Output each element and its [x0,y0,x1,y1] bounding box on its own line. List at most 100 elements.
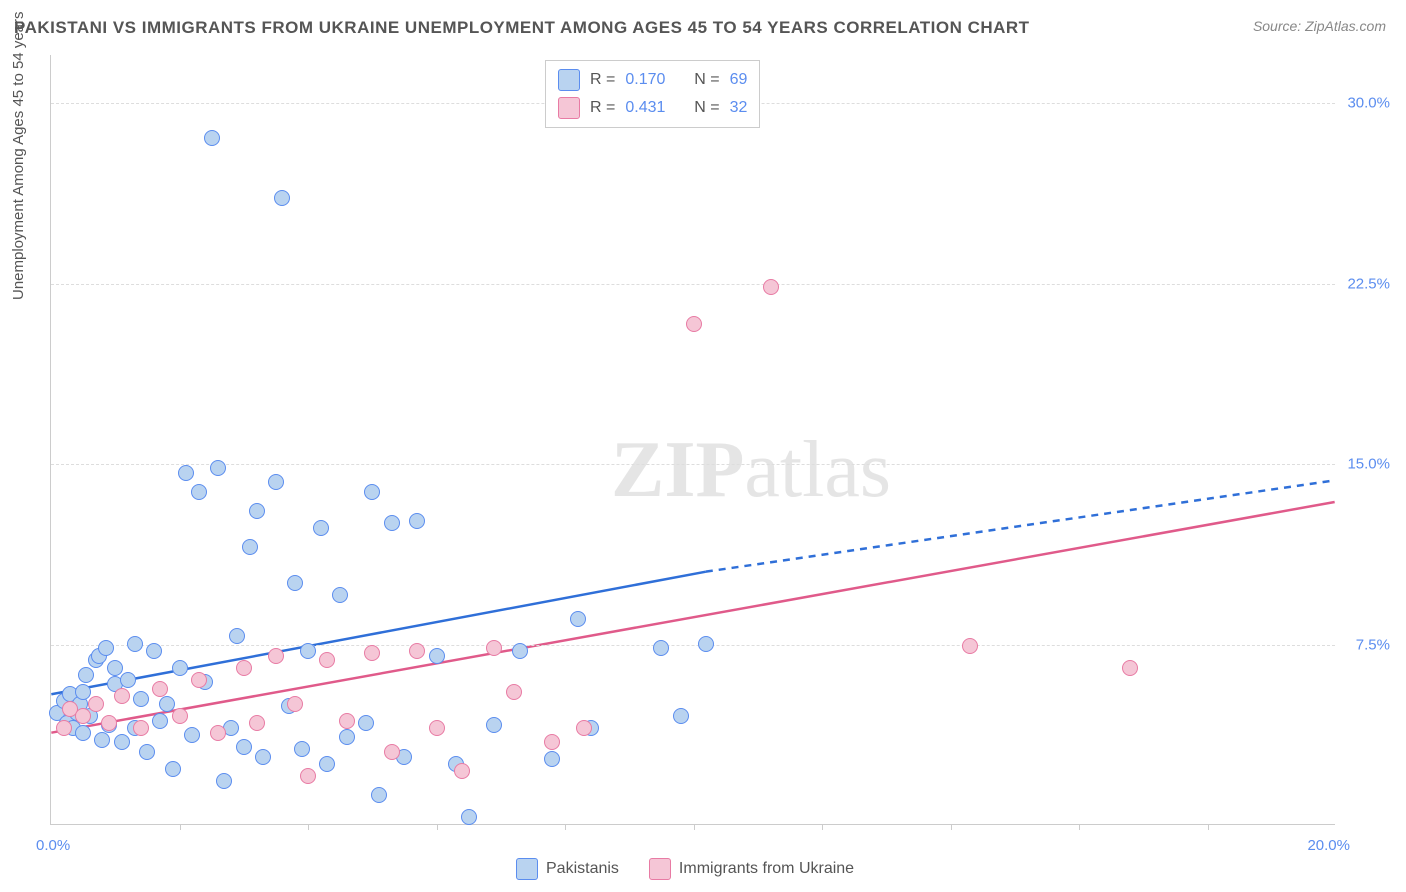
x-tick [1208,824,1209,830]
data-point [204,130,220,146]
data-point [249,503,265,519]
data-point [75,725,91,741]
data-point [159,696,175,712]
data-point [673,708,689,724]
data-point [75,708,91,724]
data-point [94,732,110,748]
gridline [51,284,1335,285]
data-point [358,715,374,731]
data-point [120,672,136,688]
data-point [133,720,149,736]
data-point [184,727,200,743]
data-point [56,720,72,736]
legend-label: Immigrants from Ukraine [679,860,854,878]
legend-swatch-ukraine [649,858,671,880]
data-point [429,720,445,736]
swatch-pakistanis [558,69,580,91]
x-axis-max-label: 20.0% [1307,837,1350,854]
source-attribution: Source: ZipAtlas.com [1253,18,1386,34]
stats-row-pakistanis: R = 0.170 N = 69 [558,66,747,94]
data-point [319,652,335,668]
data-point [152,713,168,729]
x-tick [822,824,823,830]
data-point [461,809,477,825]
data-point [409,643,425,659]
scatter-plot-area: ZIPatlas 7.5%15.0%22.5%30.0%0.0%20.0% [50,55,1335,825]
data-point [101,715,117,731]
data-point [107,660,123,676]
chart-title: PAKISTANI VS IMMIGRANTS FROM UKRAINE UNE… [14,18,1030,38]
data-point [236,660,252,676]
gridline [51,645,1335,646]
data-point [274,190,290,206]
x-tick [308,824,309,830]
watermark: ZIPatlas [611,425,891,516]
y-tick-label: 30.0% [1347,95,1390,112]
data-point [570,611,586,627]
data-point [576,720,592,736]
data-point [236,739,252,755]
data-point [506,684,522,700]
data-point [653,640,669,656]
data-point [139,744,155,760]
data-point [371,787,387,803]
data-point [229,628,245,644]
data-point [165,761,181,777]
x-tick [565,824,566,830]
data-point [216,773,232,789]
data-point [127,636,143,652]
data-point [178,465,194,481]
data-point [191,672,207,688]
data-point [319,756,335,772]
data-point [249,715,265,731]
y-tick-label: 15.0% [1347,456,1390,473]
data-point [486,640,502,656]
data-point [114,734,130,750]
data-point [332,587,348,603]
data-point [210,725,226,741]
data-point [294,741,310,757]
data-point [255,749,271,765]
data-point [429,648,445,664]
data-point [962,638,978,654]
legend-item-ukraine: Immigrants from Ukraine [649,858,854,880]
data-point [114,688,130,704]
y-tick-label: 22.5% [1347,275,1390,292]
data-point [313,520,329,536]
data-point [152,681,168,697]
x-tick [180,824,181,830]
data-point [172,708,188,724]
data-point [512,643,528,659]
x-tick [694,824,695,830]
data-point [1122,660,1138,676]
x-axis-min-label: 0.0% [36,837,70,854]
data-point [339,729,355,745]
data-point [133,691,149,707]
gridline [51,464,1335,465]
data-point [364,484,380,500]
correlation-stats-box: R = 0.170 N = 69 R = 0.431 N = 32 [545,60,760,128]
x-tick [951,824,952,830]
data-point [88,696,104,712]
data-point [268,474,284,490]
data-point [698,636,714,652]
y-axis-label: Unemployment Among Ages 45 to 54 years [10,11,27,300]
data-point [686,316,702,332]
data-point [300,643,316,659]
data-point [98,640,114,656]
data-point [300,768,316,784]
legend-label: Pakistanis [546,860,619,878]
data-point [763,279,779,295]
data-point [364,645,380,661]
data-point [172,660,188,676]
series-legend: Pakistanis Immigrants from Ukraine [516,858,854,880]
data-point [409,513,425,529]
legend-item-pakistanis: Pakistanis [516,858,619,880]
data-point [75,684,91,700]
data-point [544,734,560,750]
data-point [210,460,226,476]
data-point [339,713,355,729]
data-point [268,648,284,664]
data-point [191,484,207,500]
data-point [287,575,303,591]
